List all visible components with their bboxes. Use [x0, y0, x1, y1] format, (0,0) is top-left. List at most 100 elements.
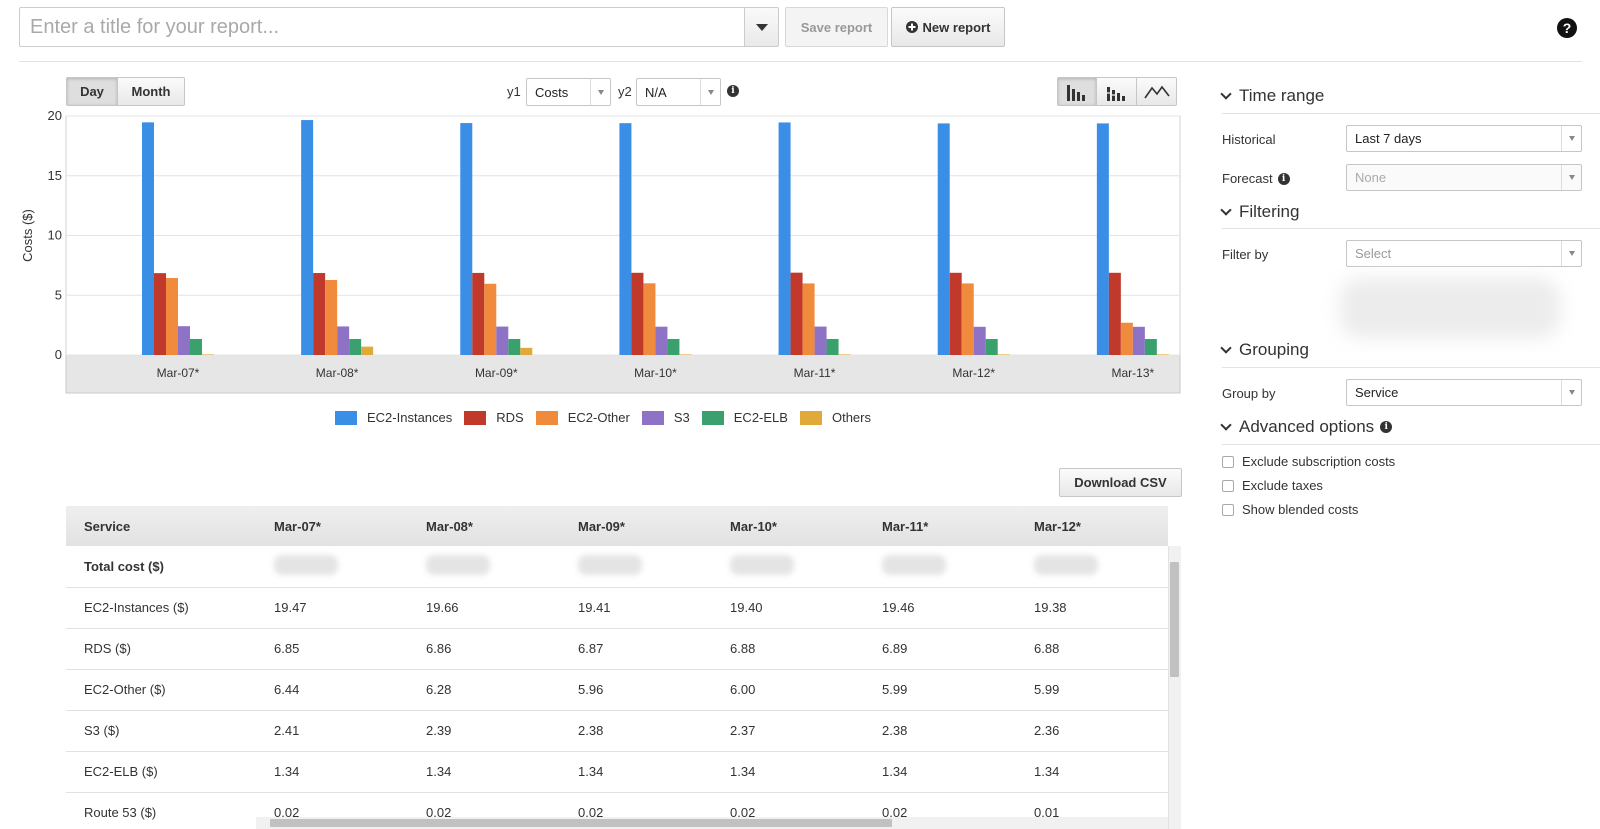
- legend-item[interactable]: EC2-Instances: [335, 410, 452, 425]
- row-label: Total cost ($): [66, 546, 256, 588]
- y-tick-label: 15: [48, 168, 62, 183]
- legend-item[interactable]: EC2-Other: [535, 410, 630, 425]
- top-divider: [19, 61, 1582, 62]
- redacted-region: [1340, 278, 1560, 338]
- new-report-label: New report: [922, 19, 991, 35]
- bar-ec2-instances: [301, 120, 314, 355]
- x-tick-label: Mar-12*: [952, 366, 995, 380]
- info-icon[interactable]: i: [1380, 421, 1393, 433]
- forecast-label-text: Forecast: [1222, 171, 1273, 186]
- bar-ec2-elb: [985, 338, 998, 355]
- info-icon[interactable]: i: [1277, 172, 1290, 185]
- exclude-subscription-checkbox[interactable]: [1222, 455, 1234, 468]
- bar-s3: [337, 326, 350, 355]
- bar-s3: [178, 326, 190, 355]
- bar-rds: [949, 272, 962, 355]
- table-cell: 6.85: [256, 628, 408, 670]
- column-header[interactable]: Mar-11*: [864, 506, 1016, 546]
- cost-table: Service Mar-07* Mar-08* Mar-09* Mar-10* Mar-1…: [66, 506, 1182, 829]
- download-csv-label: Download CSV: [1074, 475, 1167, 490]
- section-divider: [1222, 444, 1600, 445]
- line-chart-icon[interactable]: [1137, 77, 1177, 106]
- table-cell: 19.47: [256, 587, 408, 629]
- exclude-taxes-checkbox[interactable]: [1222, 479, 1234, 492]
- historical-select[interactable]: Last 7 days: [1346, 125, 1582, 152]
- y-tick-label: 5: [55, 287, 62, 302]
- group-by-select[interactable]: Service: [1346, 379, 1582, 406]
- forecast-select[interactable]: None: [1346, 164, 1582, 191]
- save-report-button[interactable]: Save report: [785, 7, 888, 47]
- bar-ec2-instances: [937, 123, 950, 355]
- show-blended-checkbox[interactable]: [1222, 503, 1234, 516]
- x-tick-label: Mar-07*: [157, 366, 200, 380]
- table-cell: 6.00: [712, 669, 864, 711]
- report-title-input[interactable]: [19, 7, 744, 47]
- table-cell: 19.46: [864, 587, 1016, 629]
- column-header[interactable]: Mar-09*: [560, 506, 712, 546]
- x-tick-label: Mar-09*: [475, 366, 518, 380]
- legend-label: Others: [831, 410, 871, 425]
- cost-bar-chart: 0 5 10 15 20 Costs ($) Mar-07* Mar-08* Mar-09* Ma…: [20, 108, 1181, 394]
- table-row: EC2-ELB ($) 1.34 1.34 1.34 1.34 1.34 1.34: [66, 751, 1168, 793]
- redacted-value: [578, 554, 642, 575]
- legend-item[interactable]: Others: [799, 410, 871, 425]
- table-row: EC2-Other ($) 6.44 6.28 5.96 6.00 5.99 5.99: [66, 669, 1168, 711]
- y1-select[interactable]: Costs: [526, 78, 611, 106]
- new-report-button[interactable]: New report: [891, 7, 1005, 47]
- show-blended-option[interactable]: Show blended costs: [1222, 502, 1358, 517]
- download-csv-button[interactable]: Download CSV: [1059, 468, 1182, 497]
- filtering-header[interactable]: Filtering: [1220, 202, 1299, 222]
- column-header[interactable]: Mar-12*: [1016, 506, 1168, 546]
- legend-label: EC2-Other: [567, 410, 630, 425]
- advanced-options-header[interactable]: Advanced options i: [1220, 417, 1393, 437]
- column-header[interactable]: Mar-10*: [712, 506, 864, 546]
- row-label: EC2-Other ($): [66, 669, 256, 711]
- bar-ec2-other: [325, 279, 338, 355]
- table-row: S3 ($) 2.41 2.39 2.38 2.37 2.38 2.36: [66, 710, 1168, 752]
- grouping-header[interactable]: Grouping: [1220, 340, 1309, 360]
- filter-by-select[interactable]: Select: [1346, 240, 1582, 267]
- bar-rds: [790, 272, 803, 355]
- table-horizontal-scroll-thumb[interactable]: [270, 819, 892, 827]
- chevron-down-icon: [1220, 88, 1232, 100]
- y-tick-label: 20: [48, 108, 62, 123]
- table-vertical-scroll-thumb[interactable]: [1170, 562, 1179, 677]
- bar-others: [361, 346, 374, 355]
- section-divider: [1222, 367, 1600, 368]
- time-range-header[interactable]: Time range: [1220, 86, 1324, 106]
- redacted-cell: [864, 546, 1016, 588]
- day-button[interactable]: Day: [66, 77, 118, 106]
- legend-item[interactable]: S3: [641, 410, 690, 425]
- bar-chart-icon[interactable]: [1057, 77, 1097, 106]
- bar-s3: [655, 326, 668, 355]
- help-icon[interactable]: ?: [1557, 18, 1577, 38]
- bar-rds: [154, 273, 166, 355]
- redacted-cell: [712, 546, 864, 588]
- exclude-subscription-option[interactable]: Exclude subscription costs: [1222, 454, 1395, 469]
- bar-others: [997, 354, 1010, 355]
- bar-ec2-elb: [508, 338, 521, 355]
- chevron-down-icon: [1561, 165, 1581, 190]
- chevron-down-icon: [1561, 380, 1581, 405]
- legend-item[interactable]: EC2-ELB: [701, 410, 788, 425]
- legend-swatch: [335, 410, 357, 425]
- bar-ec2-other: [802, 283, 815, 355]
- column-header[interactable]: Mar-07*: [256, 506, 408, 546]
- legend-item[interactable]: RDS: [464, 410, 524, 425]
- info-icon[interactable]: i: [727, 85, 739, 97]
- month-button[interactable]: Month: [118, 77, 185, 106]
- exclude-taxes-option[interactable]: Exclude taxes: [1222, 478, 1323, 493]
- y2-select[interactable]: N/A: [636, 78, 721, 106]
- historical-label: Historical: [1222, 132, 1276, 147]
- report-dropdown-button[interactable]: [744, 7, 779, 47]
- bar-ec2-instances: [619, 123, 632, 355]
- column-header[interactable]: Service: [66, 506, 256, 546]
- table-cell: 6.89: [864, 628, 1016, 670]
- x-tick-label: Mar-08*: [316, 366, 359, 380]
- chart-legend: EC2-Instances RDS EC2-Other S3 EC2-ELB Others: [335, 410, 883, 425]
- y2-select-value: N/A: [645, 84, 667, 100]
- column-header[interactable]: Mar-08*: [408, 506, 560, 546]
- filter-by-label: Filter by: [1222, 247, 1269, 262]
- x-tick-label: Mar-13*: [1112, 366, 1155, 380]
- stacked-bar-icon[interactable]: [1097, 77, 1137, 106]
